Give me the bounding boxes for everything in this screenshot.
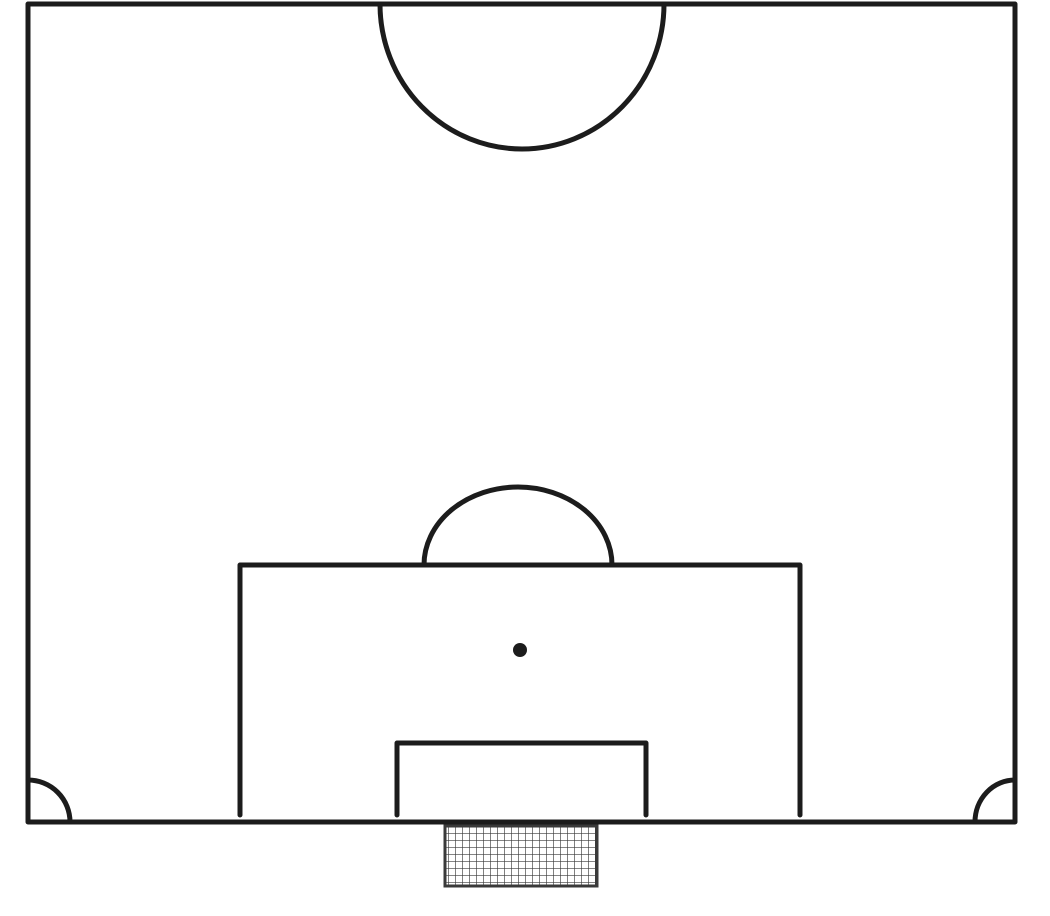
goal-net <box>443 824 599 888</box>
corner-arc-left <box>25 777 73 825</box>
penalty-spot <box>513 643 527 657</box>
center-circle-arc <box>377 1 667 152</box>
penalty-arc <box>421 484 615 568</box>
goal-area <box>394 740 649 818</box>
penalty-area <box>237 562 803 818</box>
pitch-boundary <box>25 1 1018 825</box>
corner-arc-right <box>972 777 1018 825</box>
